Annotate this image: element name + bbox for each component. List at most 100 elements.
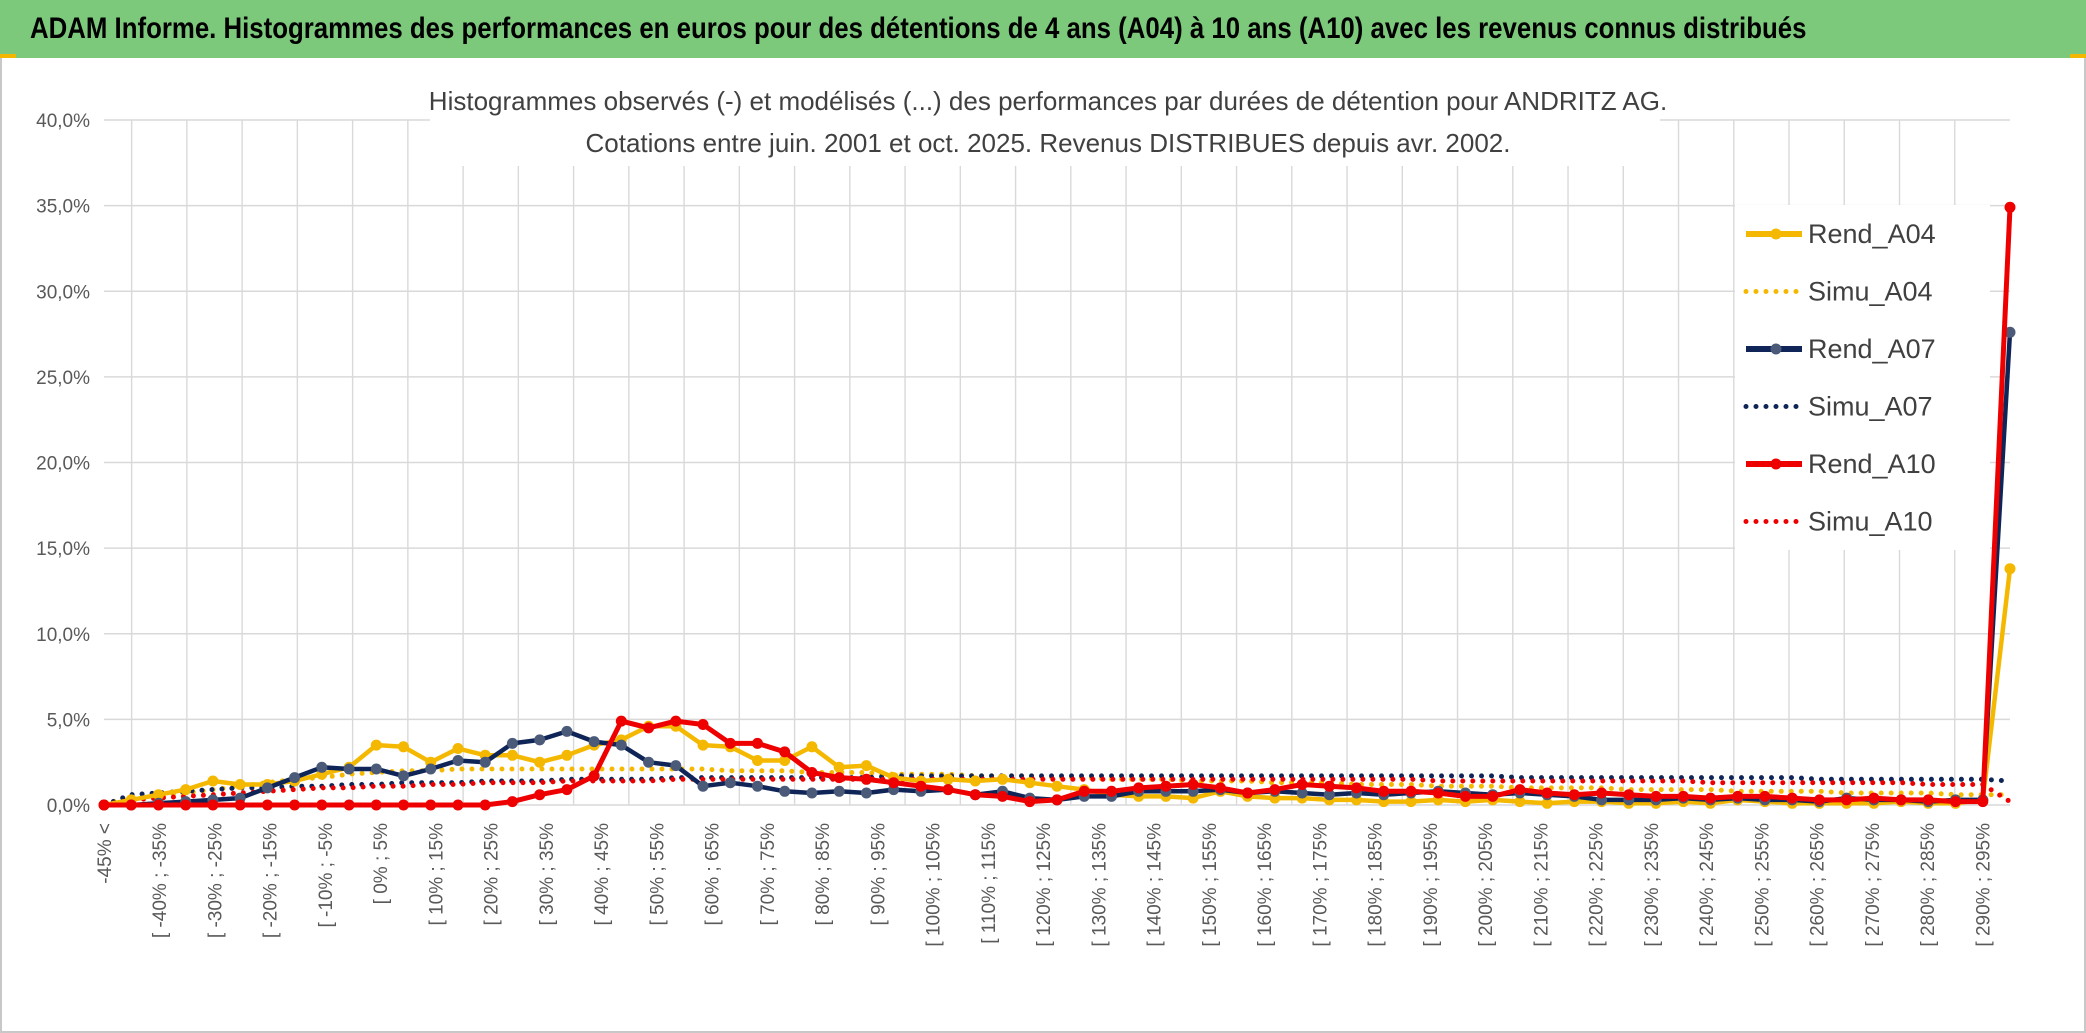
x-tick-label: [ 40% ; 45% <box>592 823 613 926</box>
legend-label-simu-a04: Simu_A04 <box>1808 277 1933 307</box>
data-point <box>1541 797 1553 809</box>
x-axis: -45% < [ -40% ; -35% [ -30% ; -25% [ -20% ;… <box>95 823 1994 947</box>
data-point <box>1378 785 1390 797</box>
data-point <box>370 763 382 775</box>
data-point <box>343 763 355 775</box>
frame-corner-left <box>0 54 16 58</box>
data-point <box>833 761 845 773</box>
data-point <box>1160 780 1172 792</box>
data-point <box>806 767 818 778</box>
data-point <box>1351 782 1362 794</box>
data-point <box>588 770 600 782</box>
x-tick-label: [ 150% ; 155% <box>1200 823 1221 947</box>
x-tick-label: [ -20% ; -15% <box>261 823 282 938</box>
data-point <box>615 715 627 727</box>
data-point <box>1405 785 1417 797</box>
y-tick-label: 40,0% <box>36 111 90 132</box>
x-tick-label: [ 260% ; 265% <box>1808 823 1829 947</box>
x-tick-label: [ 80% ; 85% <box>813 823 834 926</box>
data-point <box>670 760 682 772</box>
data-point <box>806 787 818 799</box>
legend-label-rend-a04: Rend_A04 <box>1808 219 1936 249</box>
data-point <box>479 756 491 768</box>
data-point <box>1677 790 1689 802</box>
x-tick-label: [ 20% ; 25% <box>482 823 503 926</box>
y-tick-label: 35,0% <box>36 197 90 218</box>
data-point <box>1705 792 1716 804</box>
legend-label-rend-a07: Rend_A07 <box>1808 334 1936 364</box>
data-point <box>506 737 518 749</box>
x-tick-label: [ -40% ; -35% <box>150 823 171 938</box>
x-tick-label: [ 280% ; 285% <box>1918 823 1939 947</box>
legend-label-simu-a07: Simu_A07 <box>1808 392 1933 422</box>
chart-frame <box>0 56 2086 1033</box>
y-tick-label: 30,0% <box>36 282 90 303</box>
x-tick-label: [ 100% ; 105% <box>924 823 945 947</box>
x-tick-label: [ 120% ; 125% <box>1034 823 1055 947</box>
data-point <box>860 760 872 772</box>
data-point <box>833 772 845 784</box>
data-point <box>1106 785 1117 797</box>
data-point <box>779 746 791 758</box>
data-point <box>1732 790 1744 802</box>
chart-title: Histogrammes observés (-) et modélisés (… <box>429 86 1667 116</box>
data-point <box>1214 782 1226 794</box>
data-point <box>1650 790 1662 802</box>
y-tick-label: 10,0% <box>36 625 90 646</box>
data-point <box>425 799 437 811</box>
data-point <box>289 772 301 784</box>
data-point <box>2004 201 2016 213</box>
data-point <box>1296 787 1308 799</box>
gridlines <box>104 119 2010 806</box>
data-point <box>207 775 219 787</box>
x-tick-label: [ 180% ; 185% <box>1366 823 1387 947</box>
data-point <box>1977 796 1989 808</box>
data-point <box>779 785 791 797</box>
data-point <box>2004 563 2016 575</box>
data-point <box>180 784 192 796</box>
data-point <box>1051 794 1063 806</box>
data-point <box>452 799 464 811</box>
data-point <box>1623 789 1635 801</box>
x-tick-label: [ 140% ; 145% <box>1145 823 1166 947</box>
y-tick-label: 0,0% <box>47 796 90 817</box>
legend-marker <box>1770 343 1782 355</box>
data-point <box>1323 789 1335 801</box>
data-point <box>1895 794 1907 806</box>
data-point <box>697 780 709 792</box>
data-point <box>915 780 927 792</box>
data-point <box>1024 777 1036 789</box>
data-point <box>1323 780 1335 792</box>
y-tick-label: 15,0% <box>36 539 90 560</box>
data-point <box>343 799 355 811</box>
data-point <box>997 773 1008 785</box>
data-point <box>1296 779 1308 790</box>
frame-corner-right <box>2070 54 2086 58</box>
data-point <box>942 773 954 785</box>
series-line-simu-a07 <box>101 773 2013 808</box>
data-point <box>370 799 382 811</box>
x-tick-label: [ 170% ; 175% <box>1310 823 1331 947</box>
x-tick-label: [ 60% ; 65% <box>703 823 724 926</box>
data-point <box>153 789 164 801</box>
data-point <box>1922 794 1934 806</box>
data-point <box>643 756 655 768</box>
x-tick-label: [ -10% ; -5% <box>316 823 337 928</box>
x-tick-label: [ 290% ; 295% <box>1973 823 1994 947</box>
data-point <box>261 782 273 794</box>
legend-marker <box>1770 458 1782 470</box>
series-lines <box>98 201 2016 811</box>
data-point <box>860 787 872 799</box>
data-point <box>1759 790 1771 802</box>
data-point <box>561 784 573 796</box>
legend-label-simu-a10: Simu_A10 <box>1808 507 1933 537</box>
x-tick-label: [ 110% ; 115% <box>979 823 1000 944</box>
data-point <box>724 777 736 789</box>
x-tick-label: [ 220% ; 225% <box>1587 823 1608 947</box>
title-background <box>430 88 1660 166</box>
data-point <box>398 741 409 753</box>
data-point <box>1813 794 1825 806</box>
data-point <box>534 789 546 801</box>
data-point <box>452 743 464 754</box>
x-tick-label: [ 10% ; 15% <box>426 823 447 926</box>
